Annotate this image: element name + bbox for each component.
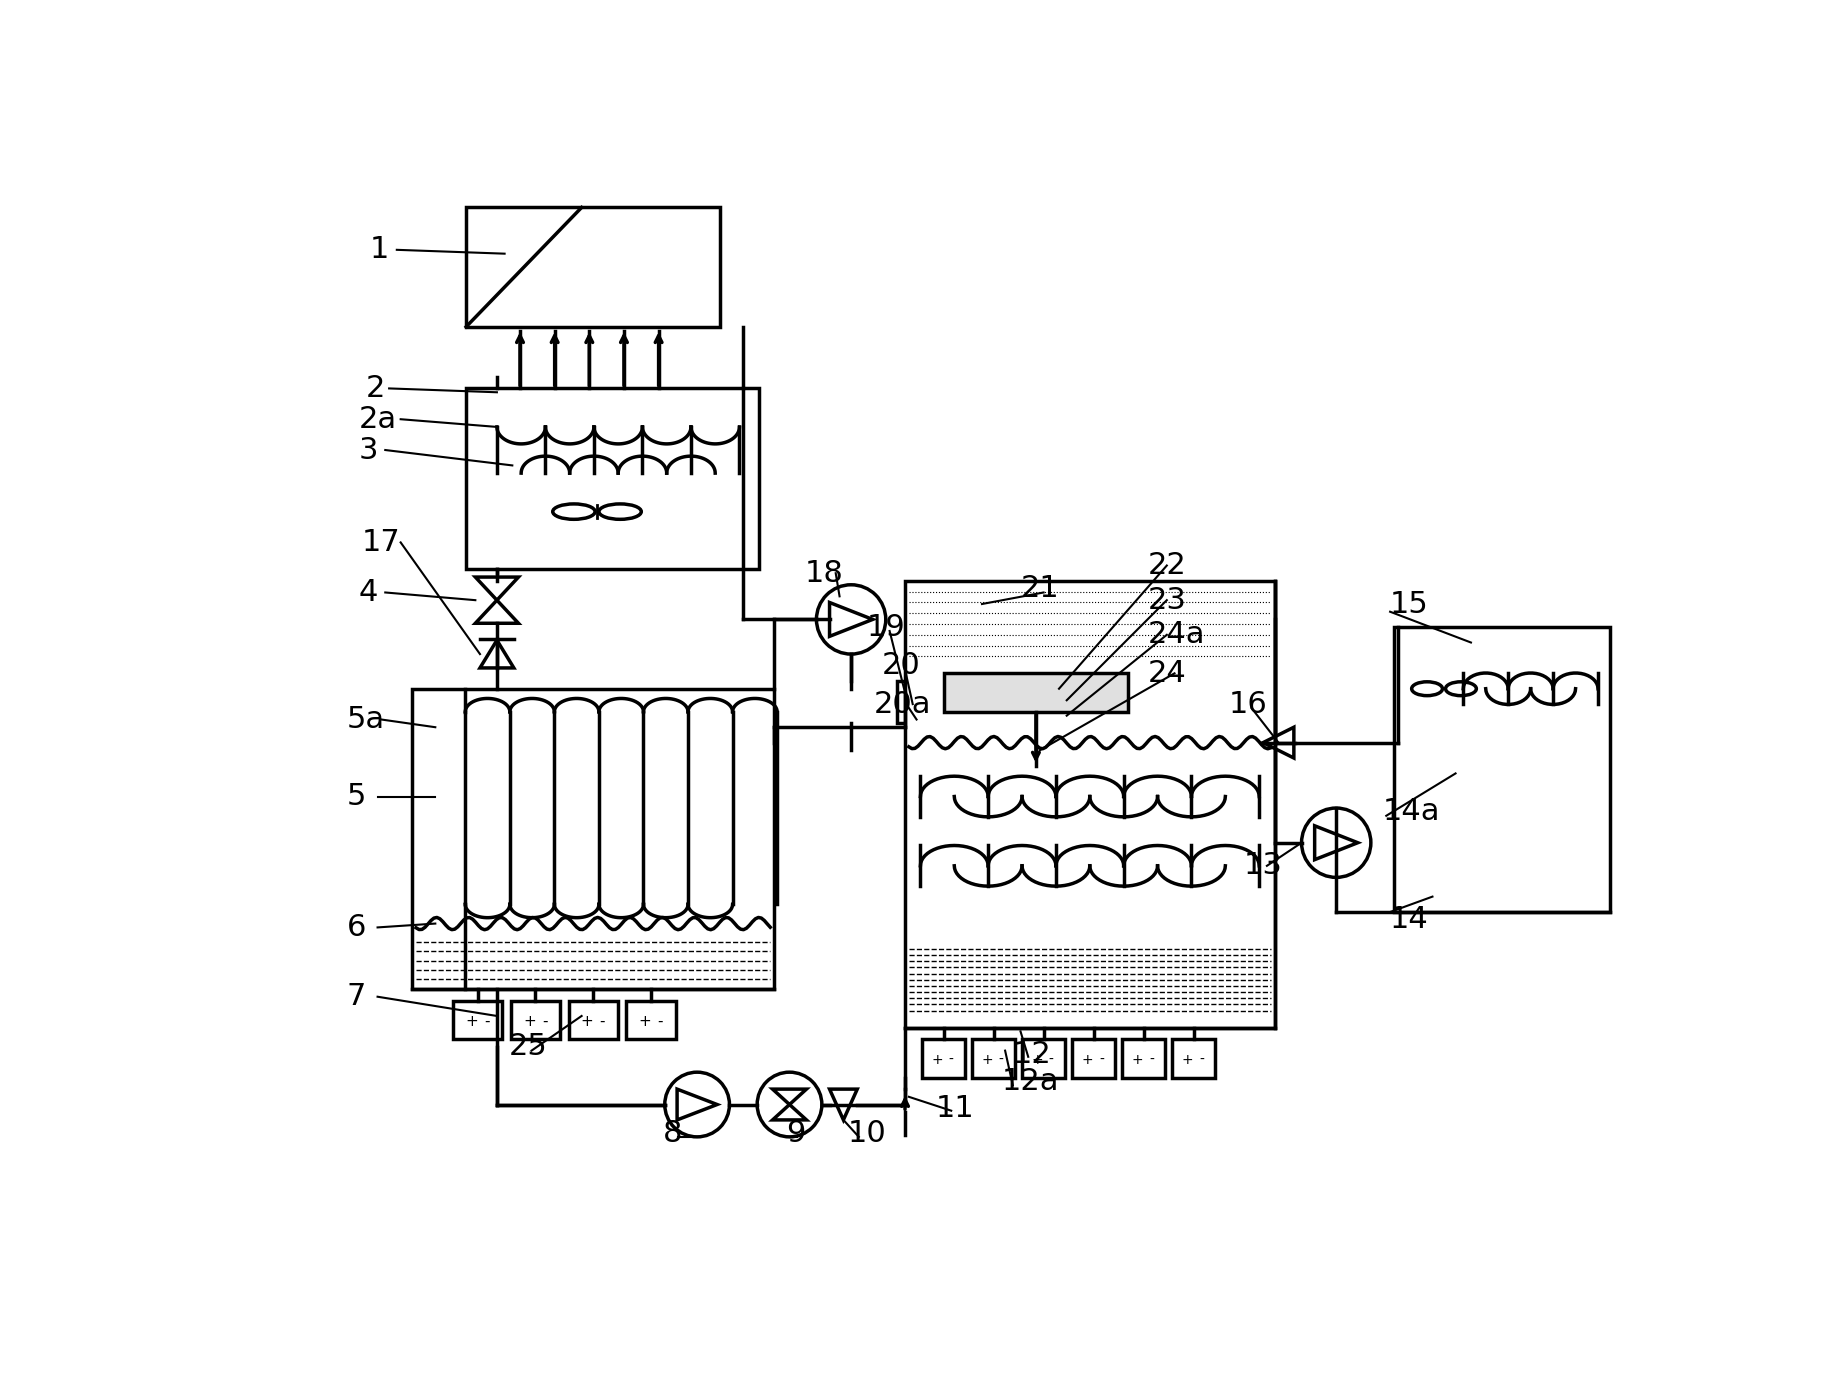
Text: +: + — [1132, 1053, 1143, 1066]
Text: 14: 14 — [1390, 905, 1429, 934]
Bar — [511, 1000, 561, 1039]
Text: 24a: 24a — [1147, 621, 1206, 649]
Text: -: - — [485, 1014, 491, 1029]
Text: 12: 12 — [1012, 1040, 1051, 1069]
Circle shape — [758, 1072, 822, 1137]
Polygon shape — [773, 1105, 806, 1120]
Text: 5: 5 — [347, 782, 367, 810]
Circle shape — [1302, 808, 1370, 878]
Text: +: + — [1082, 1053, 1093, 1066]
Text: +: + — [1182, 1053, 1193, 1066]
Text: 17: 17 — [361, 528, 400, 557]
Text: 10: 10 — [846, 1119, 885, 1149]
Text: 5a: 5a — [347, 705, 385, 733]
Circle shape — [666, 1072, 730, 1137]
Text: 11: 11 — [935, 1094, 975, 1123]
Polygon shape — [773, 1090, 806, 1105]
Bar — [467, 388, 758, 570]
Bar — [413, 689, 774, 989]
Text: +: + — [981, 1053, 994, 1066]
Bar — [454, 1000, 502, 1039]
Bar — [922, 1039, 964, 1077]
Text: -: - — [542, 1014, 548, 1029]
Text: -: - — [950, 1053, 953, 1066]
Text: 20a: 20a — [874, 689, 931, 718]
Ellipse shape — [553, 504, 596, 519]
Bar — [1123, 1039, 1165, 1077]
Text: -: - — [1099, 1053, 1105, 1066]
Bar — [905, 581, 1274, 1028]
Polygon shape — [1315, 826, 1357, 860]
Text: 14a: 14a — [1383, 798, 1440, 827]
Text: -: - — [999, 1053, 1003, 1066]
Text: +: + — [524, 1014, 535, 1029]
Text: 13: 13 — [1245, 852, 1283, 881]
Text: 15: 15 — [1390, 589, 1429, 619]
Text: 24: 24 — [1147, 659, 1186, 688]
Text: 16: 16 — [1228, 689, 1267, 718]
Text: 2a: 2a — [358, 405, 396, 433]
Ellipse shape — [1446, 681, 1477, 696]
Circle shape — [817, 585, 885, 654]
Text: -: - — [658, 1014, 662, 1029]
Text: 4: 4 — [358, 578, 378, 607]
Text: +: + — [465, 1014, 478, 1029]
Bar — [972, 1039, 1014, 1077]
Text: +: + — [581, 1014, 594, 1029]
Text: +: + — [1031, 1053, 1044, 1066]
Bar — [1022, 1039, 1066, 1077]
Bar — [467, 208, 721, 327]
Text: +: + — [638, 1014, 651, 1029]
Text: -: - — [599, 1014, 605, 1029]
Ellipse shape — [1413, 681, 1442, 696]
Text: 23: 23 — [1147, 586, 1186, 615]
Text: +: + — [931, 1053, 942, 1066]
Text: 19: 19 — [867, 612, 905, 641]
Polygon shape — [479, 640, 514, 667]
Ellipse shape — [599, 504, 642, 519]
Text: 8: 8 — [662, 1119, 682, 1149]
Bar — [944, 673, 1129, 711]
Bar — [1394, 627, 1610, 912]
Text: 25: 25 — [509, 1032, 548, 1061]
Bar — [1071, 1039, 1116, 1077]
Bar — [627, 1000, 675, 1039]
Polygon shape — [1263, 728, 1294, 758]
Text: 22: 22 — [1147, 550, 1186, 581]
Polygon shape — [476, 577, 518, 600]
Text: 6: 6 — [347, 912, 367, 943]
Polygon shape — [830, 603, 872, 636]
Bar — [568, 1000, 618, 1039]
Text: 3: 3 — [358, 436, 378, 465]
Polygon shape — [476, 600, 518, 623]
Polygon shape — [677, 1090, 717, 1120]
Text: 12a: 12a — [1001, 1066, 1058, 1095]
Text: 18: 18 — [806, 559, 845, 588]
Text: 9: 9 — [786, 1119, 806, 1149]
Text: 21: 21 — [1020, 574, 1058, 603]
Text: -: - — [1049, 1053, 1053, 1066]
Text: 20: 20 — [881, 651, 920, 680]
Text: -: - — [1149, 1053, 1154, 1066]
Polygon shape — [830, 1090, 857, 1120]
Text: 7: 7 — [347, 982, 367, 1011]
Bar — [1173, 1039, 1215, 1077]
Bar — [898, 681, 940, 724]
Text: 2: 2 — [365, 374, 385, 403]
Text: -: - — [1199, 1053, 1204, 1066]
Text: 1: 1 — [371, 235, 389, 264]
